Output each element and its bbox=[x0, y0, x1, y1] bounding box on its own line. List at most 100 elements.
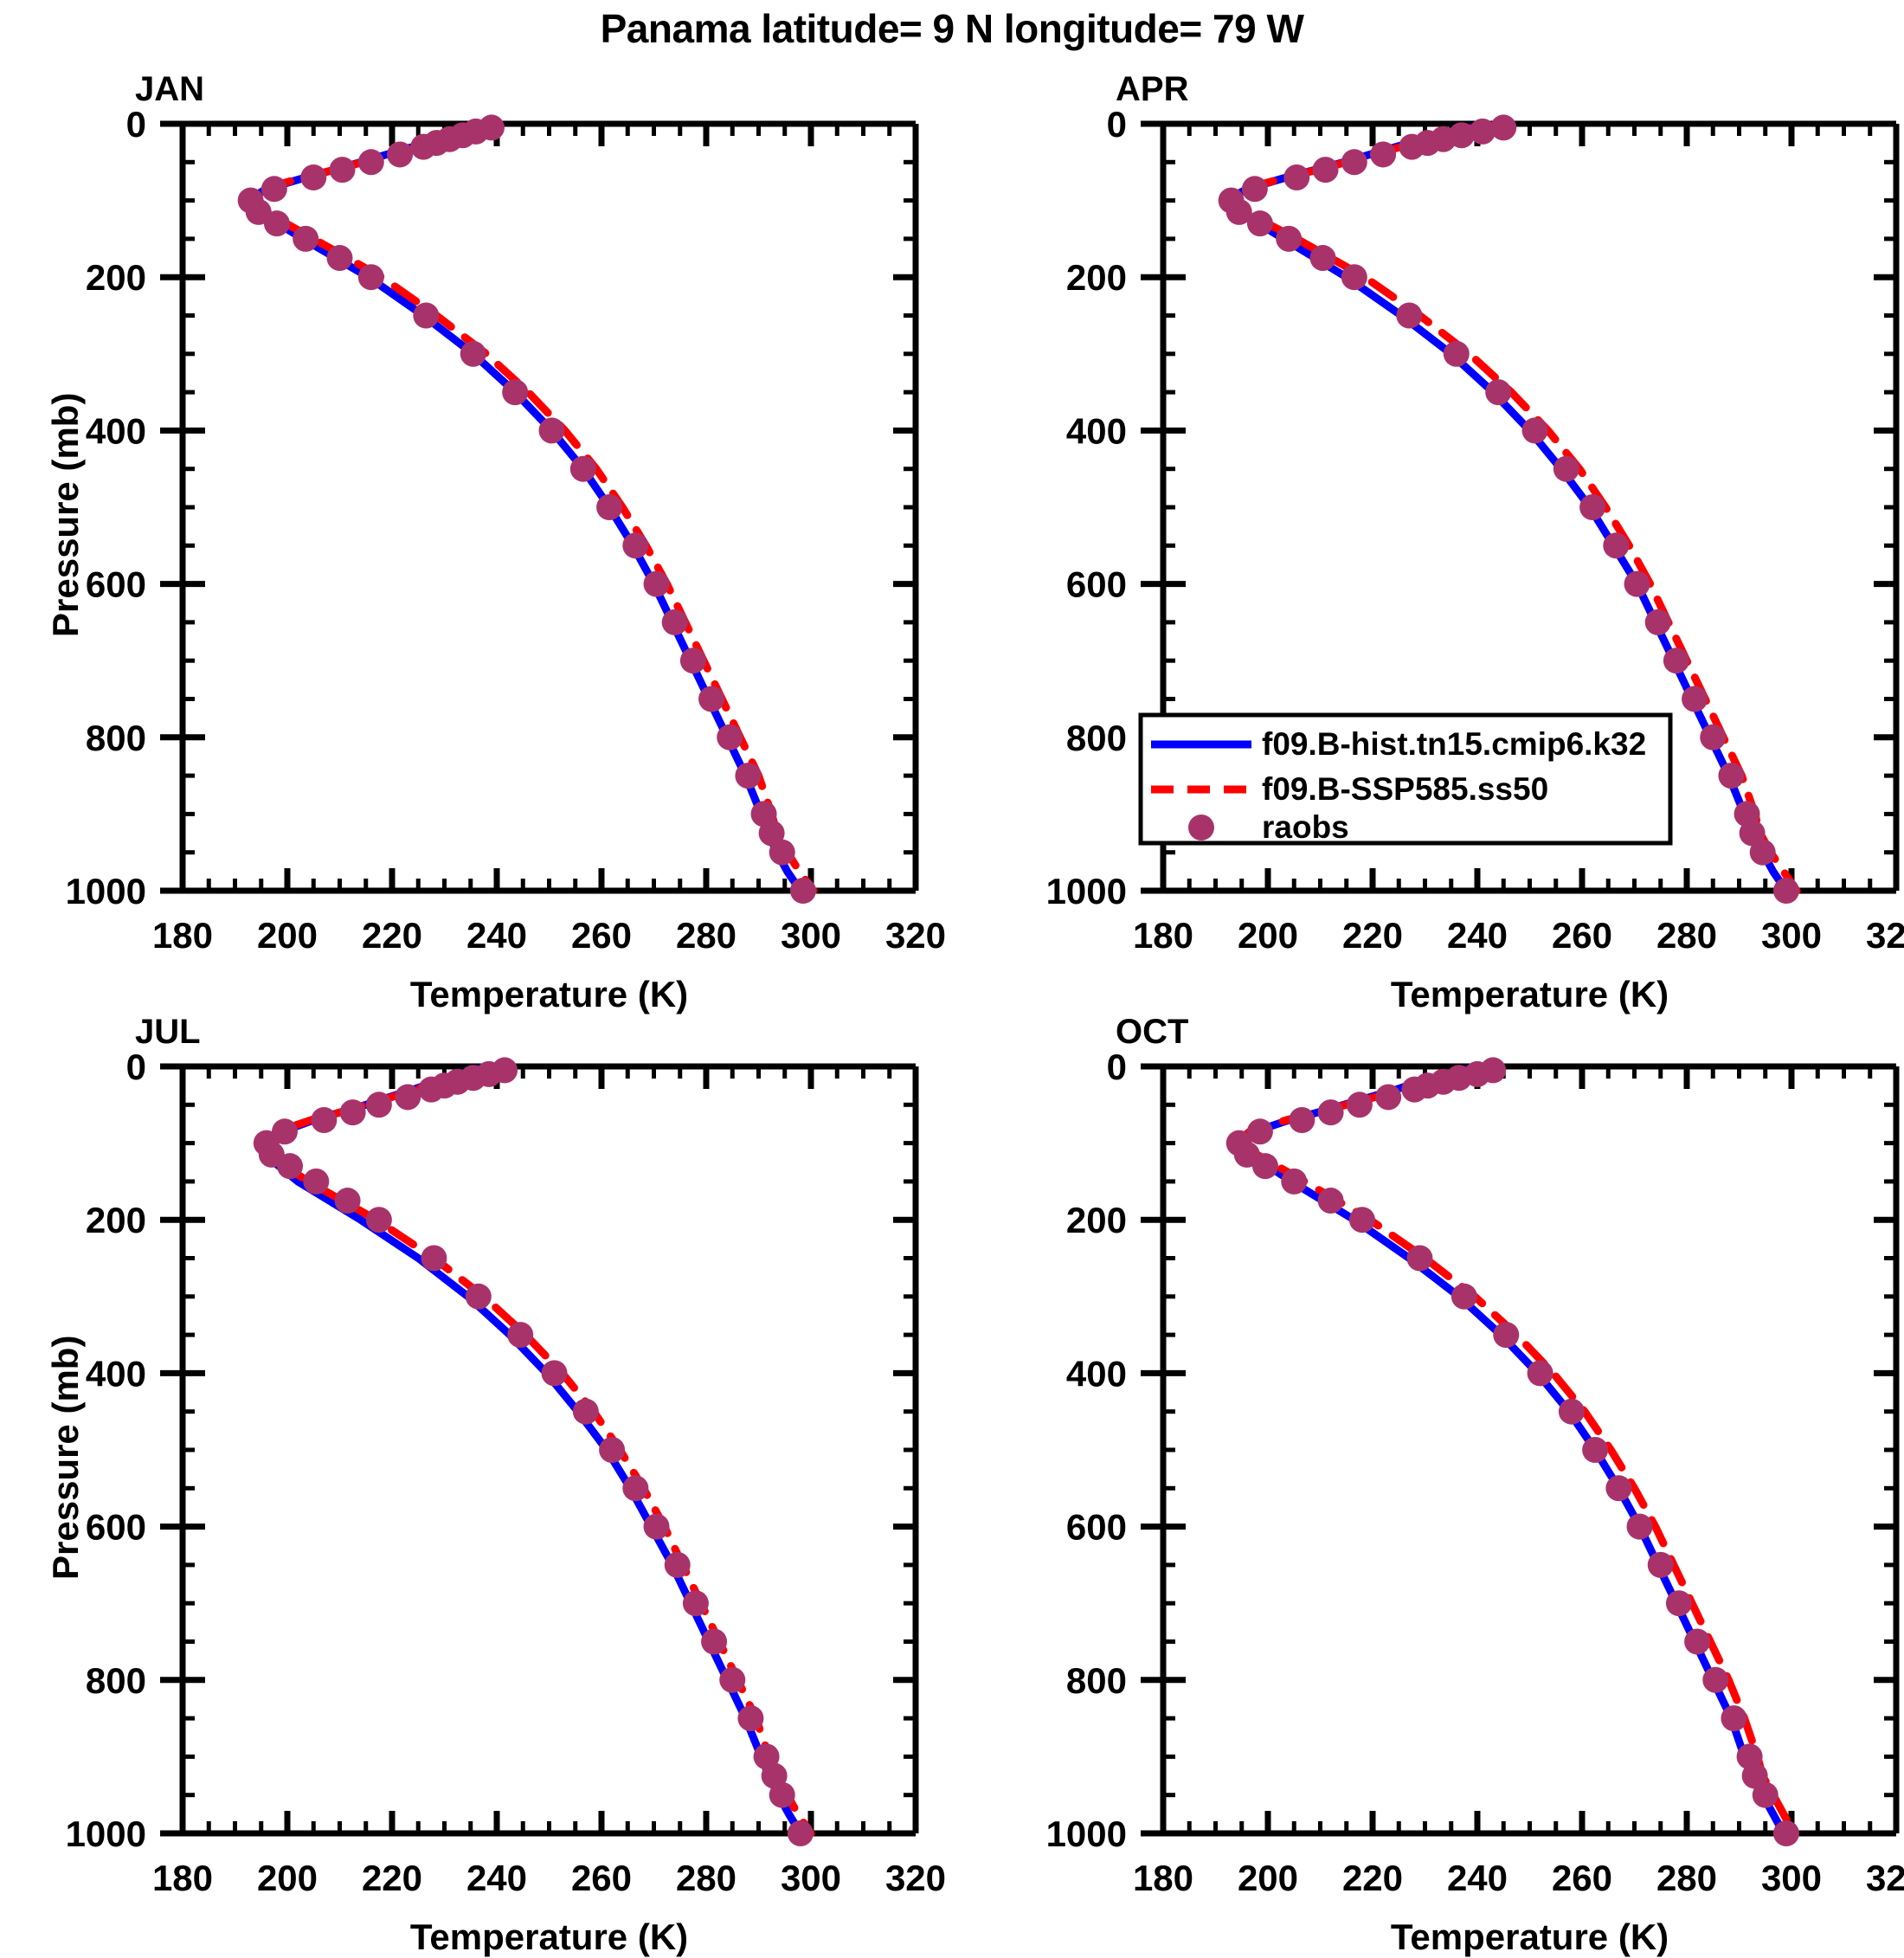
y-tick-label: 800 bbox=[1066, 718, 1127, 758]
x-tick-label: 220 bbox=[362, 1858, 422, 1898]
x-tick-label: 200 bbox=[1238, 915, 1298, 956]
x-tick-label: 220 bbox=[1342, 915, 1403, 956]
y-tick-label: 0 bbox=[126, 1047, 146, 1087]
x-axis-ticks: 180 200 220 240 260 280 300 320 bbox=[1133, 124, 1904, 956]
x-tick-label: 260 bbox=[1552, 1858, 1612, 1898]
y-tick-label: 200 bbox=[1066, 257, 1127, 298]
legend-label: f09.B-hist.tn15.cmip6.k32 bbox=[1262, 726, 1646, 762]
x-axis-ticks: 180 200 220 240 260 280 300 320 bbox=[152, 124, 946, 956]
series-markers-raobs bbox=[237, 114, 816, 904]
y-tick-label: 1000 bbox=[1046, 1813, 1127, 1854]
series-line-ssp585 bbox=[1223, 122, 1801, 895]
x-tick-label: 180 bbox=[152, 1858, 213, 1898]
axis-frame bbox=[1160, 1063, 1900, 1837]
y-axis-ticks: 0 200 400 600 800 1000 bbox=[66, 104, 916, 911]
x-tick-label: 200 bbox=[257, 1858, 318, 1898]
series-markers-raobs bbox=[1225, 1057, 1799, 1846]
y-tick-label: 400 bbox=[86, 1353, 146, 1394]
x-tick-label: 260 bbox=[571, 915, 632, 956]
series-line-ssp585 bbox=[1232, 1065, 1798, 1838]
x-tick-label: 320 bbox=[885, 1858, 946, 1898]
y-tick-label: 1000 bbox=[66, 871, 146, 911]
y-tick-label: 400 bbox=[86, 410, 146, 451]
x-tick-label: 320 bbox=[885, 915, 946, 956]
y-tick-label: 800 bbox=[86, 718, 146, 758]
y-axis-ticks: 0 200 400 600 800 1000 bbox=[1046, 1047, 1896, 1854]
axis-frame bbox=[179, 120, 919, 894]
series-line-ssp585 bbox=[262, 1065, 815, 1838]
x-tick-label: 200 bbox=[257, 915, 318, 956]
x-tick-label: 300 bbox=[1761, 915, 1822, 956]
x-tick-label: 220 bbox=[362, 915, 422, 956]
y-tick-label: 800 bbox=[86, 1660, 146, 1701]
x-axis-title: Temperature (K) bbox=[409, 1916, 689, 1957]
y-tick-label: 1000 bbox=[66, 1813, 146, 1854]
x-tick-label: 280 bbox=[676, 1858, 737, 1898]
y-tick-label: 200 bbox=[86, 1200, 146, 1240]
x-tick-label: 300 bbox=[781, 915, 841, 956]
x-axis-title: Temperature (K) bbox=[409, 974, 689, 1014]
x-axis-ticks: 180 200 220 240 260 280 300 320 bbox=[1133, 1066, 1904, 1898]
legend-label: raobs bbox=[1262, 809, 1349, 845]
x-tick-label: 260 bbox=[1552, 915, 1612, 956]
y-tick-label: 600 bbox=[86, 1507, 146, 1548]
axis-frame bbox=[1160, 120, 1900, 894]
series-line-hist bbox=[242, 122, 805, 895]
x-tick-label: 280 bbox=[1656, 915, 1717, 956]
series-line-hist bbox=[1222, 122, 1791, 895]
series-line-ssp585 bbox=[244, 122, 818, 895]
panel-title-oct: OCT bbox=[1116, 1013, 1189, 1051]
y-tick-label: 800 bbox=[1066, 1660, 1127, 1701]
y-tick-label: 0 bbox=[126, 104, 146, 145]
axis-frame bbox=[179, 1063, 919, 1837]
x-tick-label: 180 bbox=[1133, 915, 1193, 956]
x-tick-label: 180 bbox=[152, 915, 213, 956]
x-tick-label: 240 bbox=[466, 915, 527, 956]
series-line-hist bbox=[265, 1065, 805, 1838]
y-axis-title: Pressure (mb) bbox=[45, 392, 86, 637]
x-tick-label: 280 bbox=[1656, 1858, 1717, 1898]
x-tick-label: 300 bbox=[781, 1858, 841, 1898]
panel-title-jan: JAN bbox=[135, 70, 205, 108]
x-axis-ticks: 180 200 220 240 260 280 300 320 bbox=[152, 1066, 946, 1898]
y-tick-label: 200 bbox=[86, 257, 146, 298]
panel-title-apr: APR bbox=[1116, 70, 1189, 108]
x-tick-label: 220 bbox=[1342, 1858, 1403, 1898]
y-axis-title: Pressure (mb) bbox=[45, 1335, 86, 1580]
x-tick-label: 300 bbox=[1761, 1858, 1822, 1898]
figure-title: Panama latitude= 9 N longitude= 79 W bbox=[600, 6, 1304, 51]
series-line-hist bbox=[1235, 1065, 1788, 1838]
x-axis-title: Temperature (K) bbox=[1390, 974, 1669, 1014]
y-tick-label: 600 bbox=[86, 564, 146, 605]
x-tick-label: 200 bbox=[1238, 1858, 1298, 1898]
legend-label: f09.B-SSP585.ss50 bbox=[1262, 771, 1548, 807]
x-tick-label: 180 bbox=[1133, 1858, 1193, 1898]
x-tick-label: 280 bbox=[676, 915, 737, 956]
x-axis-title: Temperature (K) bbox=[1390, 1916, 1669, 1957]
series-markers-raobs bbox=[1218, 114, 1799, 904]
y-axis-ticks: 0 200 400 600 800 1000 bbox=[1046, 104, 1896, 911]
y-tick-label: 0 bbox=[1107, 1047, 1127, 1087]
y-tick-label: 400 bbox=[1066, 410, 1127, 451]
x-tick-label: 320 bbox=[1866, 915, 1904, 956]
y-tick-label: 400 bbox=[1066, 1353, 1127, 1394]
y-tick-label: 200 bbox=[1066, 1200, 1127, 1240]
x-tick-label: 240 bbox=[466, 1858, 527, 1898]
y-tick-label: 600 bbox=[1066, 564, 1127, 605]
x-tick-label: 240 bbox=[1447, 915, 1508, 956]
y-tick-label: 600 bbox=[1066, 1507, 1127, 1548]
x-tick-label: 240 bbox=[1447, 1858, 1508, 1898]
y-tick-label: 0 bbox=[1107, 104, 1127, 145]
series-markers-raobs bbox=[253, 1057, 814, 1846]
panel-title-jul: JUL bbox=[135, 1013, 201, 1051]
y-axis-ticks: 0 200 400 600 800 1000 bbox=[66, 1047, 916, 1854]
x-tick-label: 320 bbox=[1866, 1858, 1904, 1898]
x-tick-label: 260 bbox=[571, 1858, 632, 1898]
y-tick-label: 1000 bbox=[1046, 871, 1127, 911]
